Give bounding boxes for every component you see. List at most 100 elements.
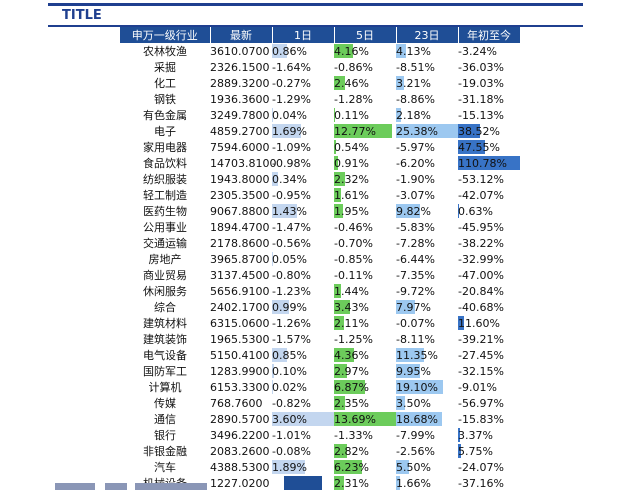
positive-return-bar xyxy=(334,284,341,298)
return-value: -0.07% xyxy=(396,316,435,330)
industry-name: 建筑装饰 xyxy=(143,333,187,346)
return-d5: 2.31% xyxy=(334,475,396,491)
return-value: -0.56% xyxy=(272,236,311,250)
return-d5: 3.43% xyxy=(334,299,396,315)
top-rule xyxy=(48,3,583,6)
positive-return-bar xyxy=(272,252,274,266)
return-value: -1.01% xyxy=(272,428,311,442)
return-value: -39.21% xyxy=(458,332,504,346)
return-value: -1.28% xyxy=(334,92,373,106)
return-value: -0.08% xyxy=(272,444,311,458)
return-value: -0.98% xyxy=(272,156,311,170)
return-value: -47.00% xyxy=(458,268,504,282)
positive-return-bar xyxy=(458,156,520,170)
industry-name: 食品饮料 xyxy=(143,157,187,170)
return-value: 25.38% xyxy=(396,124,438,138)
return-value: -0.27% xyxy=(272,76,311,90)
latest-value: 7594.6000 xyxy=(210,140,270,154)
return-value: 4.36% xyxy=(334,348,369,362)
latest-value: 1943.8000 xyxy=(210,172,270,186)
return-d1: 1.89% xyxy=(272,459,334,475)
positive-return-bar xyxy=(334,44,353,58)
latest-value: 3610.0700 xyxy=(210,44,270,58)
return-value: -8.51% xyxy=(396,60,435,74)
return-d23: 4.13% xyxy=(396,43,458,59)
return-value: 3.37% xyxy=(458,428,493,442)
return-ytd: -38.22% xyxy=(458,235,520,251)
return-d23: 25.38% xyxy=(396,123,458,139)
positive-return-bar xyxy=(272,124,302,138)
return-d5: -1.28% xyxy=(334,91,396,107)
return-value: -0.46% xyxy=(334,220,373,234)
positive-return-bar xyxy=(396,76,404,90)
return-value: 5.75% xyxy=(458,444,493,458)
positive-return-bar xyxy=(396,364,421,378)
return-value: -15.13% xyxy=(458,108,504,122)
latest-value: 2889.3200 xyxy=(210,76,270,90)
title-rule xyxy=(48,25,583,27)
positive-return-bar xyxy=(396,124,458,138)
return-d1: -0.56% xyxy=(272,235,334,251)
return-value: 12.77% xyxy=(334,124,376,138)
table-row: 商业贸易 3137.4500 -0.80% -0.11% -7.35% -47.00% xyxy=(120,267,520,283)
return-d5: 4.16% xyxy=(334,43,396,59)
return-value: -37.16% xyxy=(458,476,504,490)
return-value: -7.28% xyxy=(396,236,435,250)
positive-return-bar xyxy=(334,444,347,458)
return-ytd: 38.52% xyxy=(458,123,520,139)
return-value: -1.25% xyxy=(334,332,373,346)
return-value: -2.56% xyxy=(396,444,435,458)
return-value: -0.86% xyxy=(334,60,373,74)
return-d1: 3.60% xyxy=(272,411,334,427)
industry-name: 传媒 xyxy=(154,397,176,410)
return-value: -1.57% xyxy=(272,332,311,346)
positive-return-bar xyxy=(458,124,480,138)
return-ytd: -27.45% xyxy=(458,347,520,363)
industry-name: 综合 xyxy=(154,301,176,314)
return-d1: -1.26% xyxy=(272,315,334,331)
table-title: TITLE xyxy=(62,8,102,23)
return-d23: 3.50% xyxy=(396,395,458,411)
header-ytd: 年初至今 xyxy=(458,27,521,43)
return-d1: -1.47% xyxy=(272,219,334,235)
return-value: -8.11% xyxy=(396,332,435,346)
positive-return-bar xyxy=(458,316,465,330)
return-value: 2.46% xyxy=(334,76,369,90)
positive-return-bar xyxy=(396,108,402,122)
latest-value: 6153.3300 xyxy=(210,380,270,394)
positive-return-bar xyxy=(396,380,443,394)
return-value: -19.03% xyxy=(458,76,504,90)
return-d5: -0.70% xyxy=(334,235,396,251)
latest-value: 3249.7800 xyxy=(210,108,270,122)
return-d1: -0.95% xyxy=(272,187,334,203)
return-value: 1.66% xyxy=(396,476,431,490)
return-ytd: -47.00% xyxy=(458,267,520,283)
return-ytd: -24.07% xyxy=(458,459,520,475)
return-value: -6.20% xyxy=(396,156,435,170)
table-row: 医药生物 9067.8800 1.43% 1.95% 9.82% 0.63% xyxy=(120,203,520,219)
positive-return-bar xyxy=(396,348,424,362)
return-value: 0.11% xyxy=(334,108,369,122)
return-value: 110.78% xyxy=(458,156,507,170)
return-value: 0.91% xyxy=(334,156,369,170)
positive-return-bar xyxy=(458,204,460,218)
return-d5: -0.46% xyxy=(334,219,396,235)
positive-return-bar xyxy=(334,76,346,90)
return-value: -0.80% xyxy=(272,268,311,282)
return-d1: 0.99% xyxy=(272,299,334,315)
positive-return-bar xyxy=(272,412,334,426)
return-value: 6.87% xyxy=(334,380,369,394)
header-23d: 23日 xyxy=(396,27,459,43)
return-value: -40.68% xyxy=(458,300,504,314)
return-value: 2.32% xyxy=(334,172,369,186)
return-value: 2.97% xyxy=(334,364,369,378)
return-d5: -1.25% xyxy=(334,331,396,347)
return-value: 11.35% xyxy=(396,348,438,362)
return-d23: -6.20% xyxy=(396,155,458,171)
return-value: 9.95% xyxy=(396,364,431,378)
industry-name: 房地产 xyxy=(148,253,182,266)
industry-name: 农林牧渔 xyxy=(143,45,187,58)
return-value: -0.95% xyxy=(272,188,311,202)
table-header-row: 申万一级行业 最新 1日 5日 23日 年初至今 xyxy=(120,27,521,43)
